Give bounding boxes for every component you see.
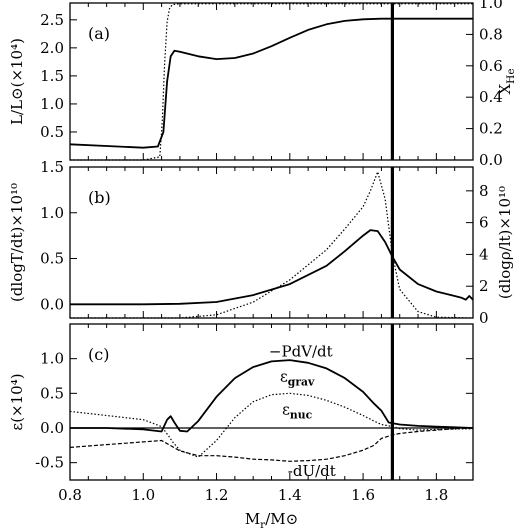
y-tick-label: 2.5 (40, 11, 64, 29)
y-right-tick-label: 4 (479, 245, 489, 263)
series-annotation: -dU/dt (288, 462, 336, 480)
plot-frame (69, 166, 474, 319)
y-tick-label: 1.0 (40, 95, 64, 113)
panel-label: (c) (88, 345, 109, 364)
x-tick-label: 1.0 (131, 486, 155, 504)
x-axis-label: Mr/M⊙ (245, 510, 298, 531)
series-c-grav (69, 392, 474, 458)
panel-label: (b) (88, 188, 111, 207)
series-a-0 (69, 17, 473, 149)
x-tick-label: 1.8 (424, 486, 448, 504)
y-tick-label: 0.5 (40, 250, 64, 268)
y-axis-label: (dlogT/dt)×10¹⁰ (8, 183, 26, 302)
y-right-axis-label: (dlogρ/lt)×10¹⁰ (496, 186, 514, 299)
y-tick-label: 1.0 (40, 350, 64, 368)
series-annotation: −PdV/dt (269, 343, 333, 361)
y-tick-label: 2.0 (40, 39, 64, 57)
series-a-1 (70, 3, 473, 161)
y-right-tick-label: 0.2 (479, 120, 503, 138)
y-tick-label: 1.0 (40, 204, 64, 222)
series-annotation: εnuc (282, 400, 312, 421)
x-tick-label: 1.4 (278, 486, 302, 504)
y-tick-label: 0.5 (40, 123, 64, 141)
plot-frame (69, 2, 474, 161)
series-b-0 (70, 229, 474, 306)
y-right-tick-label: 8 (479, 182, 489, 200)
panel-a: 0.5 1.0 1.5 2.0 2.5 0.0 0.2 0.4 0.6 0.8 1.0 (a) L/L⊙… (8, 0, 517, 169)
y-tick-label: -0.5 (35, 454, 64, 472)
panel-label: (a) (88, 24, 110, 43)
panel-c: -0.5 0.0 0.5 1.0 (c) ε(×10⁴) −PdV/dt εgrav εnuc -… (8, 323, 474, 531)
y-tick-label: 1.5 (40, 67, 64, 85)
series-c-pdvdt (70, 359, 474, 433)
y-tick-label: 1.5 (40, 158, 64, 176)
series-b-1 (70, 171, 474, 319)
y-right-tick-label: 1.0 (479, 0, 503, 12)
y-axis-label: L/L⊙(×10⁴) (8, 38, 26, 125)
y-right-axis-label: XHe (496, 68, 517, 94)
y-tick-label: 0.5 (40, 384, 64, 402)
x-tick-label: 1.6 (351, 486, 375, 504)
y-right-tick-label: 0.6 (479, 57, 503, 75)
y-right-tick-label: 6 (479, 214, 489, 232)
y-right-tick-label: 0.8 (479, 25, 503, 43)
y-right-tick-label: 0 (479, 309, 489, 327)
y-tick-label: 0.0 (40, 295, 64, 313)
series-c-dudt (69, 427, 474, 462)
y-right-tick-label: 0.4 (479, 88, 503, 106)
y-tick-label: 0.0 (40, 419, 64, 437)
y-right-tick-label: 0.0 (479, 151, 503, 169)
series-annotation: εgrav (280, 368, 315, 389)
panel-b: 0.0 0.5 1.0 1.5 0 2 4 6 8 (b) (dlogT/dt)×10¹⁰ (dlog… (8, 158, 514, 327)
y-axis-label: ε(×10⁴) (8, 373, 26, 430)
x-tick-label: 1.2 (205, 486, 229, 504)
y-right-tick-label: 2 (479, 277, 489, 295)
x-tick-label: 0.8 (58, 486, 82, 504)
